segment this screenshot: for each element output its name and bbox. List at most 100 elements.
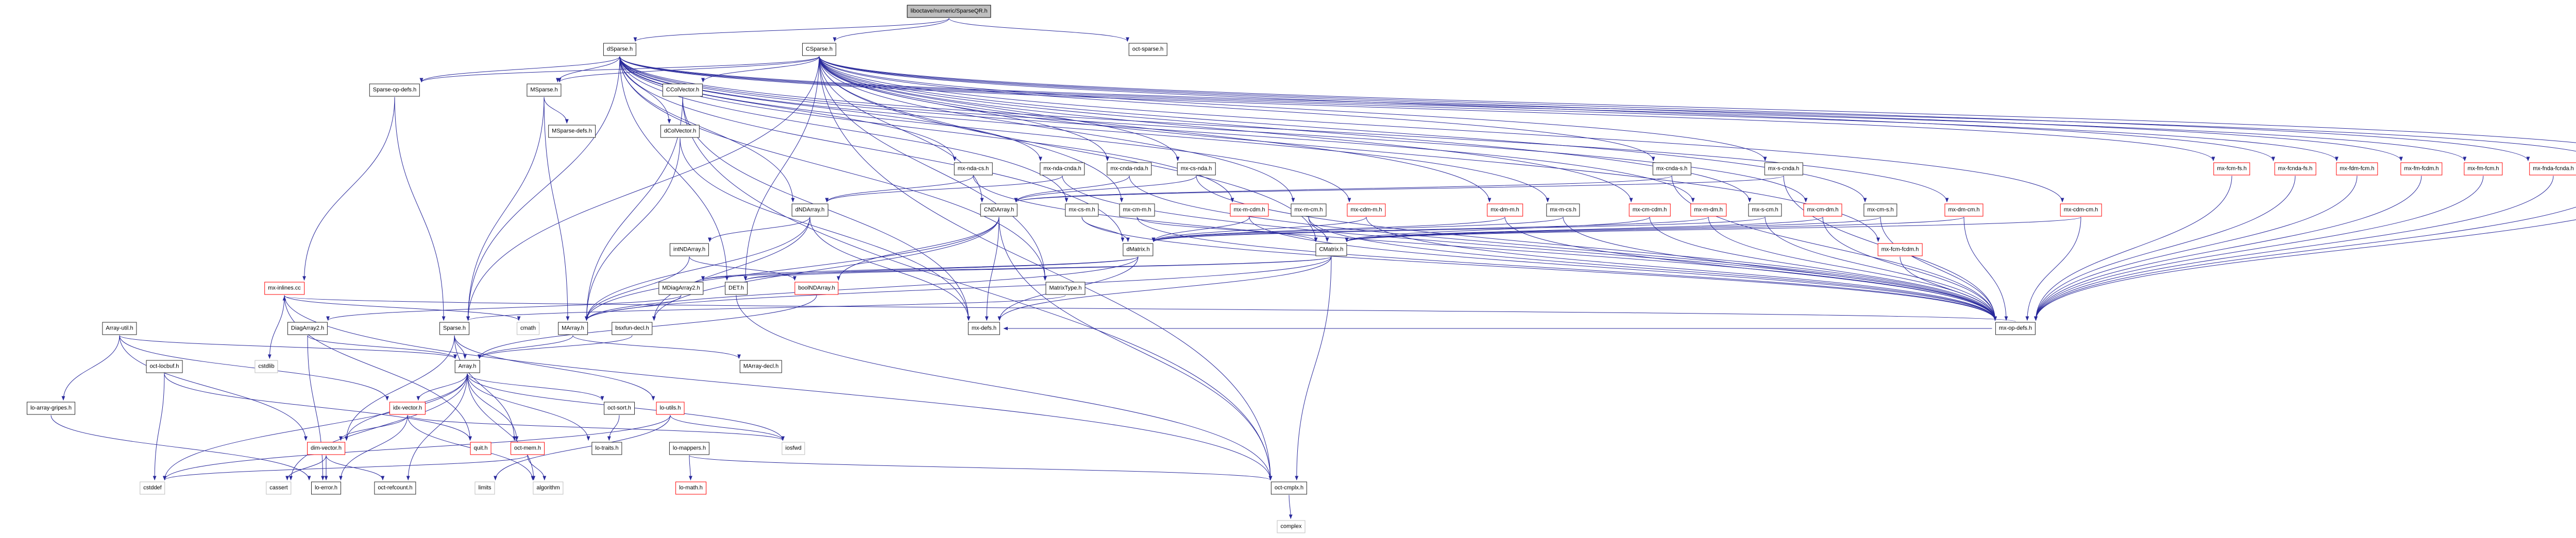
graph-node-det-h[interactable]: DET.h — [725, 282, 748, 295]
graph-node-mx-cm-m-h[interactable]: mx-cm-m.h — [1119, 203, 1155, 217]
graph-node-cndarray-h[interactable]: CNDArray.h — [980, 203, 1018, 217]
graph-node-mx-cnda-s-h[interactable]: mx-cnda-s.h — [1652, 162, 1691, 176]
graph-node-limits[interactable]: limits — [474, 481, 495, 495]
graph-node-msparse-defs-h[interactable]: MSparse-defs.h — [548, 125, 596, 138]
include-edge — [285, 455, 327, 481]
graph-node-lo-utils-h[interactable]: lo-utils.h — [656, 402, 685, 415]
graph-node-mx-cs-m-h[interactable]: mx-cs-m.h — [1065, 203, 1099, 217]
include-edge — [416, 373, 468, 401]
include-edge — [825, 176, 974, 203]
include-edge — [736, 295, 1273, 481]
graph-node-mx-fnda-fcnda-h[interactable]: mx-fnda-fcnda.h — [2529, 162, 2576, 176]
graph-node-algorithm[interactable]: algorithm — [533, 481, 564, 495]
graph-node-dsparse-h[interactable]: dSparse.h — [603, 43, 637, 56]
include-edge — [833, 18, 950, 42]
graph-node-mx-s-cnda-h[interactable]: mx-s-cnda.h — [1764, 162, 1803, 176]
graph-node-dim-vector-h[interactable]: dim-vector.h — [307, 442, 345, 455]
graph-node-mx-cm-dm-h[interactable]: mx-cm-dm.h — [1803, 203, 1842, 217]
graph-node-mx-fm-fcm-h[interactable]: mx-fm-fcm.h — [2464, 162, 2503, 176]
graph-node-dcolvector-h[interactable]: dColVector.h — [660, 125, 700, 138]
graph-node-cstdlib[interactable]: cstdlib — [255, 360, 278, 373]
graph-node-mx-cnda-nda-h[interactable]: mx-cnda-nda.h — [1107, 162, 1152, 176]
graph-node-quit-h[interactable]: quit.h — [470, 442, 492, 455]
graph-node-matrixtype-h[interactable]: MatrixType.h — [1045, 282, 1086, 295]
graph-node-mx-cm-cdm-h[interactable]: mx-cm-cdm.h — [1629, 203, 1671, 217]
include-edge — [1345, 217, 1881, 242]
graph-node-mdiagarray2-h[interactable]: MDiagArray2.h — [658, 282, 704, 295]
include-edge — [585, 138, 681, 321]
graph-node-marray-h[interactable]: MArray.h — [558, 322, 588, 335]
graph-node-dndarray-h[interactable]: dNDArray.h — [791, 203, 828, 217]
include-edge — [809, 217, 971, 321]
graph-node-mx-op-defs-h[interactable]: mx-op-defs.h — [1995, 322, 2036, 335]
graph-node-lo-traits-h[interactable]: lo-traits.h — [591, 442, 622, 455]
graph-node-boolndarray-h[interactable]: boolNDArray.h — [794, 282, 839, 295]
graph-node-marray-decl-h[interactable]: MArray-decl.h — [739, 360, 783, 373]
graph-node-mx-nda-cnda-h[interactable]: mx-nda-cnda.h — [1040, 162, 1085, 176]
graph-node-lo-error-h[interactable]: lo-error.h — [311, 481, 342, 495]
graph-node-ccolvector-h[interactable]: CColVector.h — [662, 83, 703, 97]
graph-node-mx-defs-h[interactable]: mx-defs.h — [968, 322, 1001, 335]
graph-node-cmath[interactable]: cmath — [517, 322, 539, 335]
graph-node-sparse-h[interactable]: Sparse.h — [439, 322, 470, 335]
graph-node-diagarray2-h[interactable]: DiagArray2.h — [287, 322, 328, 335]
graph-node-mx-nda-cs-h[interactable]: mx-nda-cs.h — [954, 162, 993, 176]
graph-node-sparse-op-defs-h[interactable]: Sparse-op-defs.h — [369, 83, 420, 97]
include-edge — [1822, 217, 1997, 321]
graph-node-mx-fdm-fcm-h[interactable]: mx-fdm-fcm.h — [2336, 162, 2378, 176]
graph-node-mx-fcnda-fs-h[interactable]: mx-fcnda-fs.h — [2274, 162, 2316, 176]
include-edge — [743, 256, 1139, 281]
graph-node-oct-cmplx-h[interactable]: oct-cmplx.h — [1270, 481, 1308, 495]
graph-node-mx-fcm-fs-h[interactable]: mx-fcm-fs.h — [2213, 162, 2250, 176]
graph-node-oct-mem-h[interactable]: oct-mem.h — [511, 442, 545, 455]
graph-node-idx-vector-h[interactable]: idx-vector.h — [389, 402, 426, 415]
graph-node-array-util-h[interactable]: Array-util.h — [102, 322, 137, 335]
graph-node-csparse-h[interactable]: CSparse.h — [802, 43, 836, 56]
graph-node-cstddef[interactable]: cstddef — [140, 481, 165, 495]
graph-node-msparse-h[interactable]: MSparse.h — [527, 83, 562, 97]
include-edge — [394, 97, 446, 321]
graph-node-complex[interactable]: complex — [1277, 520, 1306, 533]
graph-node-mx-cs-nda-h[interactable]: mx-cs-nda.h — [1177, 162, 1216, 176]
include-edge — [1151, 217, 1709, 242]
graph-node-array-h[interactable]: Array.h — [454, 360, 480, 373]
include-edge — [619, 56, 1047, 281]
graph-node-intndarray-h[interactable]: intNDArray.h — [669, 243, 709, 256]
graph-node-lo-mappers-h[interactable]: lo-mappers.h — [669, 442, 710, 455]
graph-node-cmatrix-h[interactable]: CMatrix.h — [1315, 243, 1347, 256]
include-edge — [1081, 217, 1997, 321]
graph-node-cassert[interactable]: cassert — [266, 481, 292, 495]
graph-node-mx-dm-m-h[interactable]: mx-dm-m.h — [1487, 203, 1523, 217]
graph-node-liboctave-numeric-sparseqr-h: liboctave/numeric/SparseQR.h — [907, 5, 991, 18]
include-edge — [2034, 176, 2554, 321]
graph-node-oct-refcount-h[interactable]: oct-refcount.h — [374, 481, 416, 495]
graph-node-dmatrix-h[interactable]: dMatrix.h — [1123, 243, 1154, 256]
graph-node-mx-dm-cm-h[interactable]: mx-dm-cm.h — [1944, 203, 1984, 217]
include-edge — [652, 217, 999, 321]
include-edge — [585, 217, 810, 321]
graph-node-oct-locbuf-h[interactable]: oct-locbuf.h — [146, 360, 183, 373]
include-edge — [284, 295, 521, 321]
graph-node-mx-cdm-m-h[interactable]: mx-cdm-m.h — [1347, 203, 1386, 217]
graph-node-mx-m-cs-h[interactable]: mx-m-cs.h — [1546, 203, 1580, 217]
include-edge — [1345, 217, 1964, 242]
include-edge — [1289, 495, 1293, 519]
graph-node-mx-m-dm-h[interactable]: mx-m-dm.h — [1690, 203, 1726, 217]
graph-node-oct-sparse-h[interactable]: oct-sparse.h — [1128, 43, 1167, 56]
graph-node-mx-m-cm-h[interactable]: mx-m-cm.h — [1291, 203, 1327, 217]
graph-node-lo-math-h[interactable]: lo-math.h — [675, 481, 706, 495]
include-edge — [61, 335, 120, 401]
graph-node-lo-array-gripes-h[interactable]: lo-array-gripes.h — [26, 402, 76, 415]
graph-node-mx-cm-s-h[interactable]: mx-cm-s.h — [1863, 203, 1897, 217]
graph-node-bsxfun-decl-h[interactable]: bsxfun-decl.h — [612, 322, 653, 335]
graph-node-mx-fm-fcdm-h[interactable]: mx-fm-fcdm.h — [2400, 162, 2443, 176]
include-edge — [1765, 217, 1997, 321]
graph-node-mx-m-cdm-h[interactable]: mx-m-cdm.h — [1230, 203, 1269, 217]
graph-node-iosfwd[interactable]: iosfwd — [782, 442, 805, 455]
graph-node-mx-inlines-cc[interactable]: mx-inlines.cc — [264, 282, 304, 295]
graph-node-mx-fcm-fcdm-h[interactable]: mx-fcm-fcdm.h — [1877, 243, 1923, 256]
graph-node-mx-s-cm-h[interactable]: mx-s-cm.h — [1748, 203, 1782, 217]
include-edge — [997, 256, 1332, 321]
graph-node-oct-sort-h[interactable]: oct-sort.h — [604, 402, 635, 415]
graph-node-mx-cdm-cm-h[interactable]: mx-cdm-cm.h — [2060, 203, 2102, 217]
